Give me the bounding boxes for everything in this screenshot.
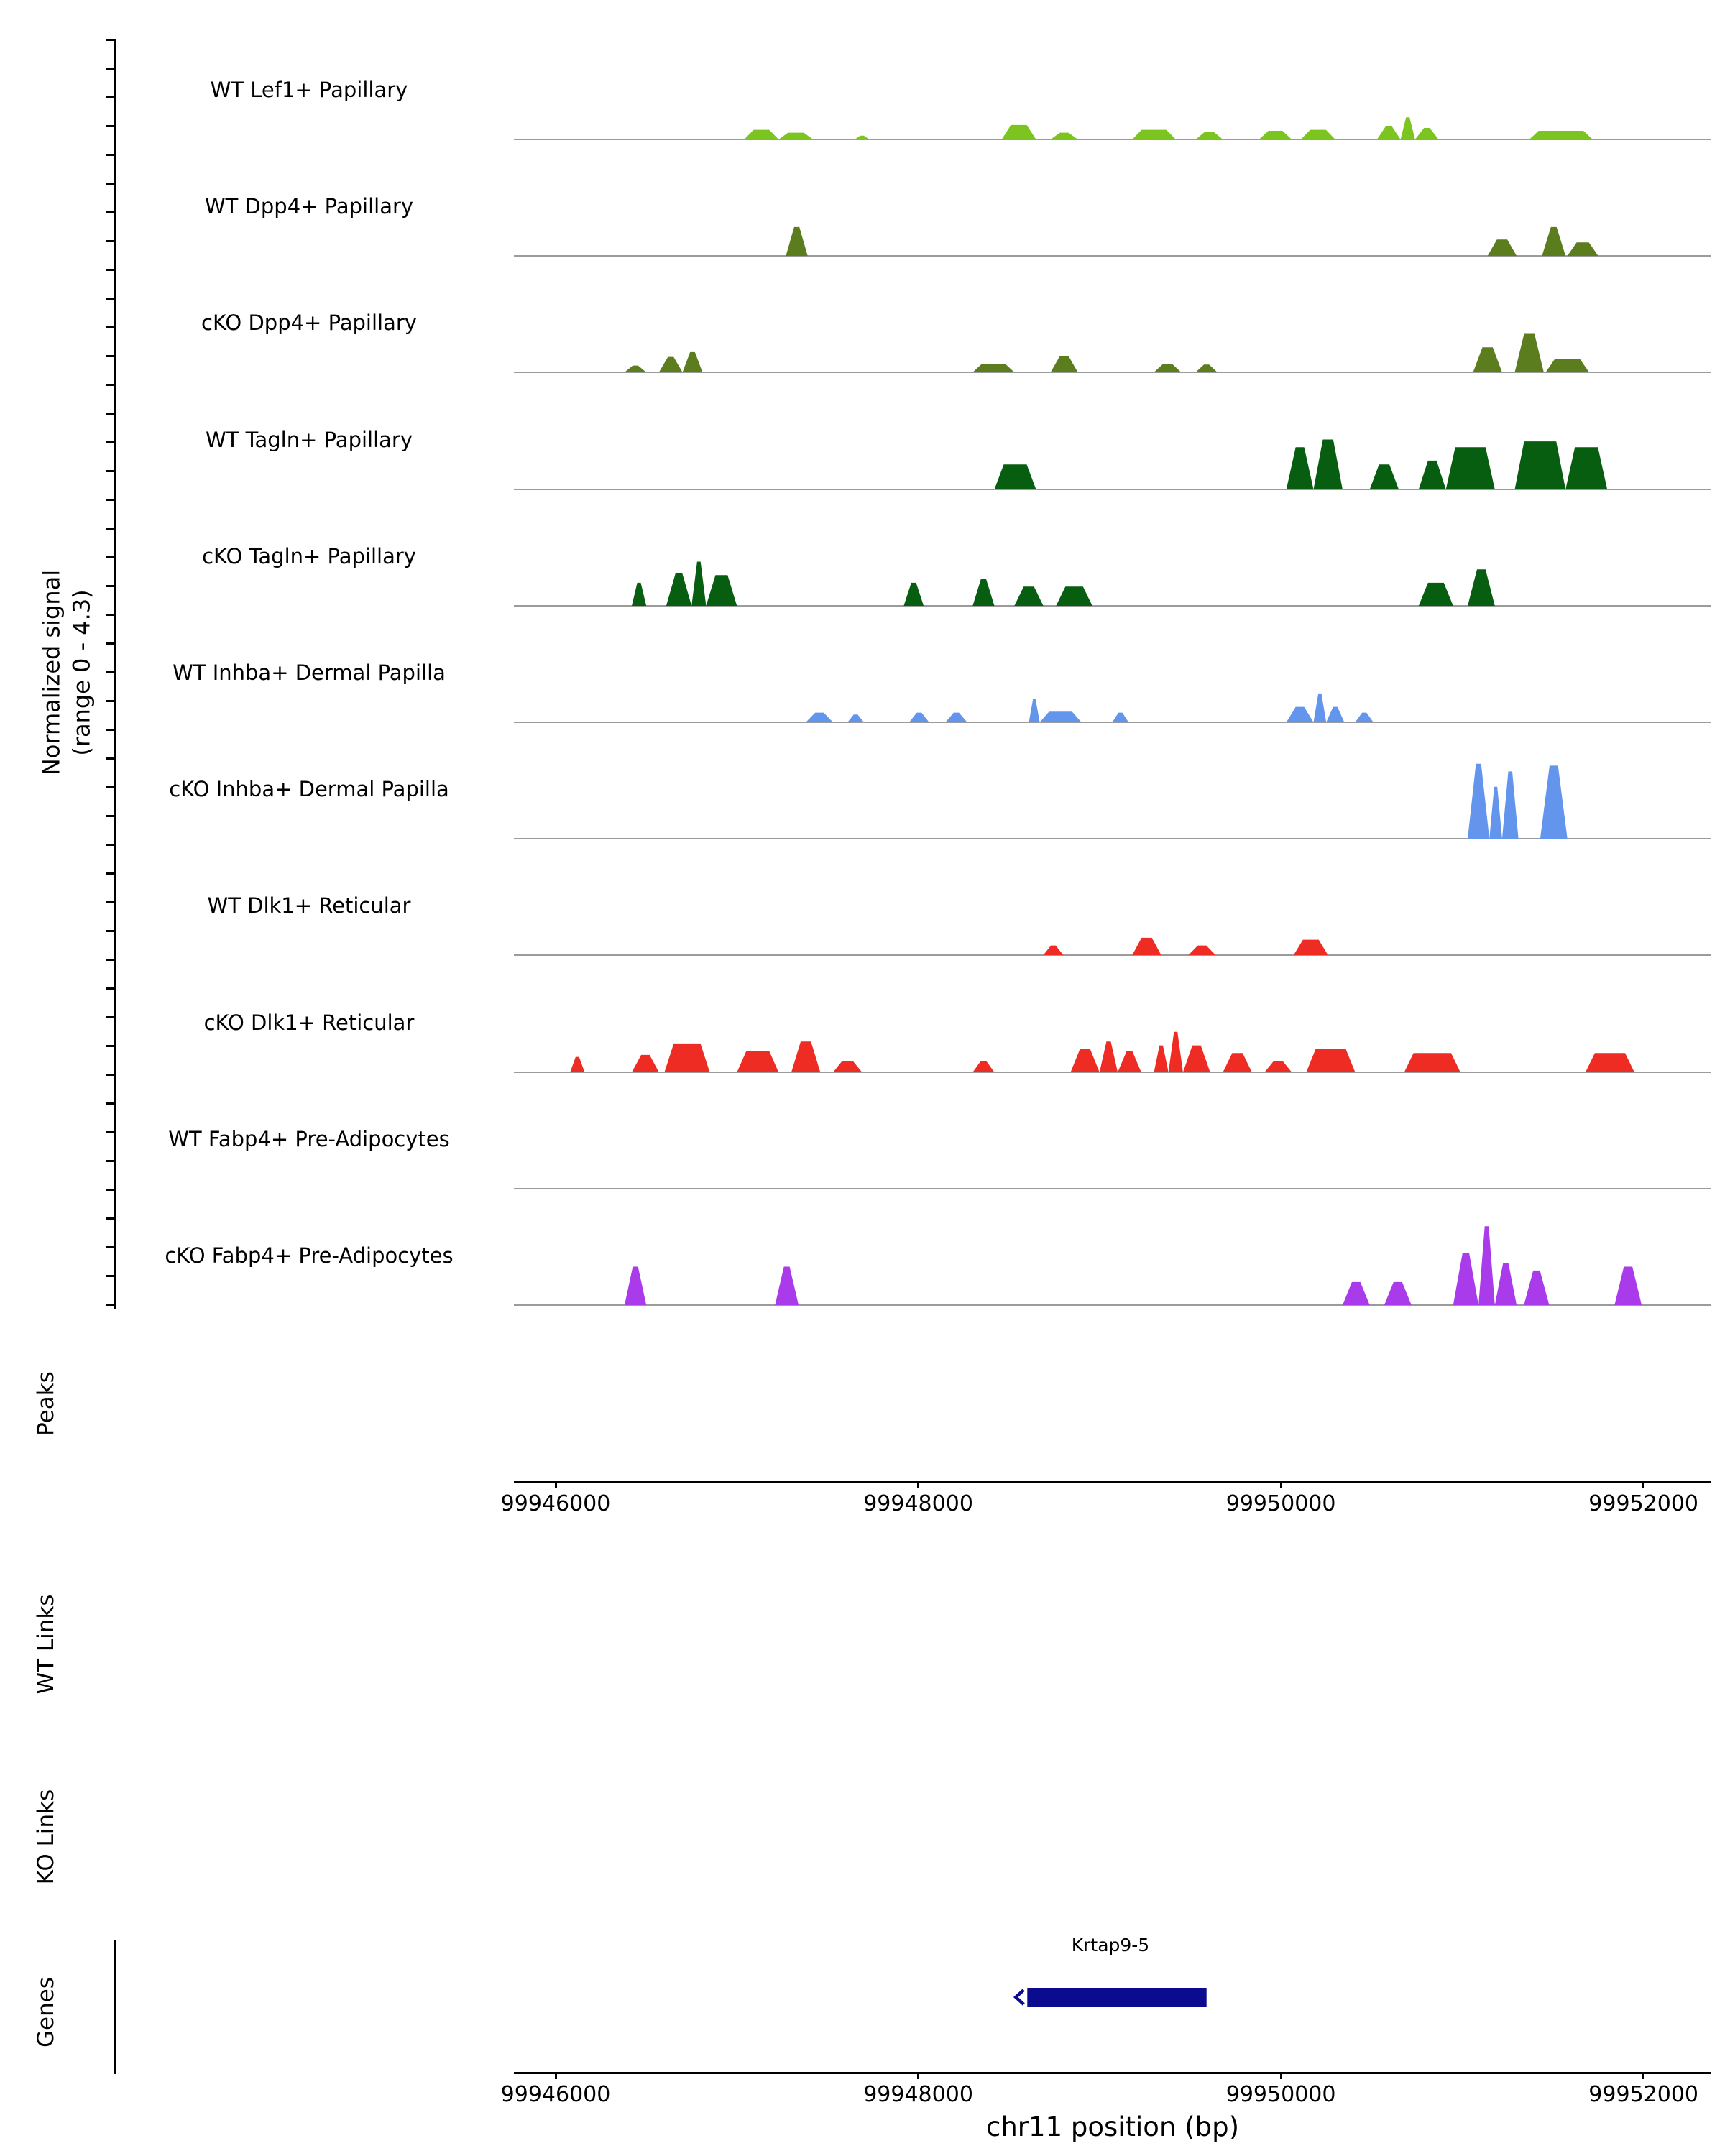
signal-peaks bbox=[1043, 938, 1328, 956]
section-label-wt-links: WT Links bbox=[33, 1594, 59, 1695]
x-axis-tick bbox=[1279, 2072, 1282, 2079]
signal-track-5 bbox=[514, 561, 1711, 607]
x-axis-tick bbox=[1642, 2072, 1645, 2079]
signal-peaks bbox=[1468, 763, 1568, 839]
x-axis-tick-label: 99946000 bbox=[500, 2082, 611, 2107]
signal-y-axis-ticks bbox=[106, 39, 115, 1309]
x-axis-tick-label: 99948000 bbox=[863, 1491, 973, 1516]
x-axis-tick bbox=[554, 2072, 557, 2079]
gene-body bbox=[1027, 1988, 1207, 2007]
x-axis-tick bbox=[1279, 1481, 1282, 1488]
x-axis-line bbox=[514, 2072, 1711, 2074]
track-label-6: WT Inhba+ Dermal Papilla bbox=[172, 660, 446, 685]
gene-name: Krtap9-5 bbox=[1071, 1935, 1150, 1955]
signal-track-11 bbox=[514, 1226, 1711, 1306]
track-label-8: WT Dlk1+ Reticular bbox=[207, 893, 411, 918]
x-axis-title: chr11 position (bp) bbox=[985, 2111, 1240, 2142]
x-axis-tick-label: 99950000 bbox=[1225, 2082, 1336, 2107]
signal-track-8 bbox=[514, 938, 1711, 957]
signal-track-3 bbox=[514, 333, 1711, 374]
track-label-1: WT Lef1+ Papillary bbox=[210, 78, 408, 102]
x-axis-tick bbox=[1642, 1481, 1645, 1488]
signal-peaks bbox=[744, 117, 1593, 139]
signal-track-9 bbox=[514, 1031, 1711, 1073]
gene-glyph bbox=[1013, 1988, 1207, 2007]
signal-peaks bbox=[570, 1031, 1635, 1072]
x-axis-tick bbox=[554, 1481, 557, 1488]
track-label-5: cKO Tagln+ Papillary bbox=[202, 543, 416, 568]
signal-peaks bbox=[994, 439, 1608, 489]
track-label-2: WT Dpp4+ Papillary bbox=[204, 194, 414, 219]
signal-track-2 bbox=[514, 227, 1711, 257]
track-label-11: cKO Fabp4+ Pre-Adipocytes bbox=[165, 1243, 454, 1268]
track-label-10: WT Fabp4+ Pre-Adipocytes bbox=[168, 1126, 450, 1151]
y-axis-label-line2: (range 0 - 4.3) bbox=[68, 589, 95, 756]
signal-track-4 bbox=[514, 439, 1711, 490]
section-label-peaks: Peaks bbox=[33, 1371, 59, 1436]
track-label-7: cKO Inhba+ Dermal Papilla bbox=[169, 777, 449, 802]
x-axis-line bbox=[514, 1481, 1711, 1483]
x-axis-tick-label: 99950000 bbox=[1225, 1491, 1336, 1516]
signal-track-7 bbox=[514, 763, 1711, 840]
section-label-ko-links: KO Links bbox=[33, 1789, 59, 1885]
x-axis-tick-label: 99952000 bbox=[1588, 2082, 1699, 2107]
signal-track-1 bbox=[514, 117, 1711, 140]
signal-track-10 bbox=[514, 1187, 1711, 1189]
x-axis-tick bbox=[917, 1481, 920, 1488]
signal-peaks bbox=[786, 227, 1598, 257]
signal-peaks bbox=[624, 1226, 1642, 1305]
gene-strand-arrow-icon bbox=[1013, 1989, 1025, 2006]
x-axis-tick-label: 99946000 bbox=[500, 1491, 611, 1516]
signal-y-axis-line bbox=[114, 39, 116, 1309]
track-label-3: cKO Dpp4+ Papillary bbox=[201, 310, 417, 336]
x-axis-tick-label: 99948000 bbox=[863, 2082, 973, 2107]
signal-track-6 bbox=[514, 693, 1711, 723]
signal-peaks bbox=[624, 333, 1589, 373]
y-axis-label-line1: Normalized signal bbox=[37, 569, 65, 776]
signal-peaks bbox=[632, 561, 1495, 606]
x-axis-tick bbox=[917, 2072, 920, 2079]
track-label-9: cKO Dlk1+ Reticular bbox=[203, 1010, 415, 1035]
genes-axis-line bbox=[114, 1940, 116, 2074]
signal-peaks bbox=[806, 693, 1374, 722]
x-axis-tick-label: 99952000 bbox=[1588, 1491, 1699, 1516]
y-axis-label: Normalized signal (range 0 - 4.3) bbox=[37, 570, 96, 775]
track-label-4: WT Tagln+ Papillary bbox=[205, 427, 413, 452]
